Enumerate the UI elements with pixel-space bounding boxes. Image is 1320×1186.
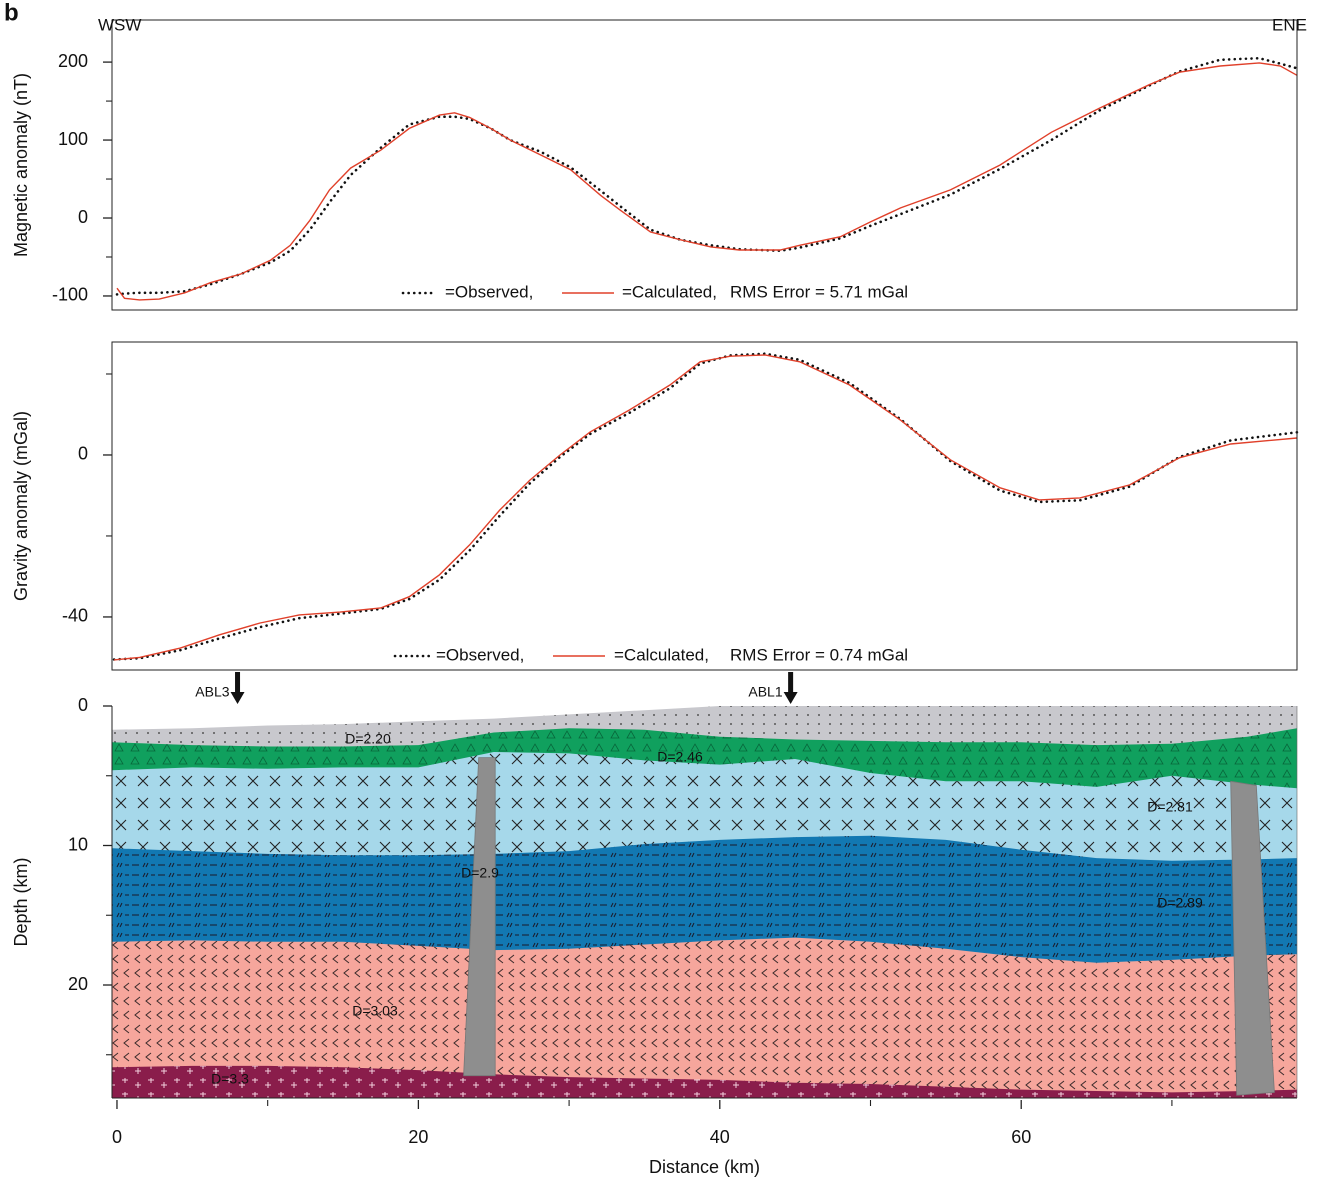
series-line (114, 354, 1297, 660)
layer-label: D=2.20 (345, 731, 391, 747)
x-tick-label: 20 (408, 1127, 428, 1147)
well-label: ABL1 (748, 684, 782, 700)
legend-label: =Observed, (445, 282, 533, 301)
y-tick-label: 200 (58, 51, 88, 71)
y-tick-label: 0 (78, 695, 88, 715)
layer-label: D=2.46 (657, 749, 703, 765)
direction-label: WSW (98, 15, 141, 34)
dike-label: D=2.9 (461, 865, 499, 881)
x-axis-label: Distance (km) (649, 1157, 760, 1177)
x-tick-label: 0 (112, 1127, 122, 1147)
well-arrow (784, 672, 798, 704)
layer-label: D=2.89 (1157, 895, 1203, 911)
legend-label: =Observed, (436, 645, 524, 664)
y-tick-label: 0 (78, 444, 88, 464)
panel-label: b (4, 0, 19, 26)
y-tick-label: 20 (68, 974, 88, 994)
y-axis-label: Magnetic anomaly (nT) (11, 73, 31, 257)
well-label: ABL3 (195, 684, 229, 700)
y-axis-label: Depth (km) (11, 857, 31, 946)
x-tick-label: 40 (710, 1127, 730, 1147)
legend-label: =Calculated, (614, 645, 709, 664)
series-line (117, 63, 1297, 300)
layer-label: D=3.3 (211, 1071, 249, 1087)
direction-label: ENE (1272, 15, 1307, 34)
series-line (117, 58, 1297, 294)
rms-label: RMS Error = 5.71 mGal (730, 282, 908, 301)
legend-label: =Calculated, (622, 282, 717, 301)
y-tick-label: 10 (68, 834, 88, 854)
y-axis-label: Gravity anomaly (mGal) (11, 411, 31, 601)
x-tick-label: 60 (1011, 1127, 1031, 1147)
layer-label: D=2.81 (1147, 799, 1193, 815)
plot-frame (112, 20, 1297, 310)
y-tick-label: 100 (58, 129, 88, 149)
figure: =Observed, =Calculated, RMS Error = 5.71 m… (0, 0, 1320, 1186)
y-tick-label: -100 (52, 285, 88, 305)
well-arrow (231, 672, 245, 704)
layer-label: D=3.03 (352, 1003, 398, 1019)
y-tick-label: 0 (78, 207, 88, 227)
y-tick-label: -40 (62, 606, 88, 626)
rms-label: RMS Error = 0.74 mGal (730, 645, 908, 664)
series-line (114, 355, 1297, 660)
